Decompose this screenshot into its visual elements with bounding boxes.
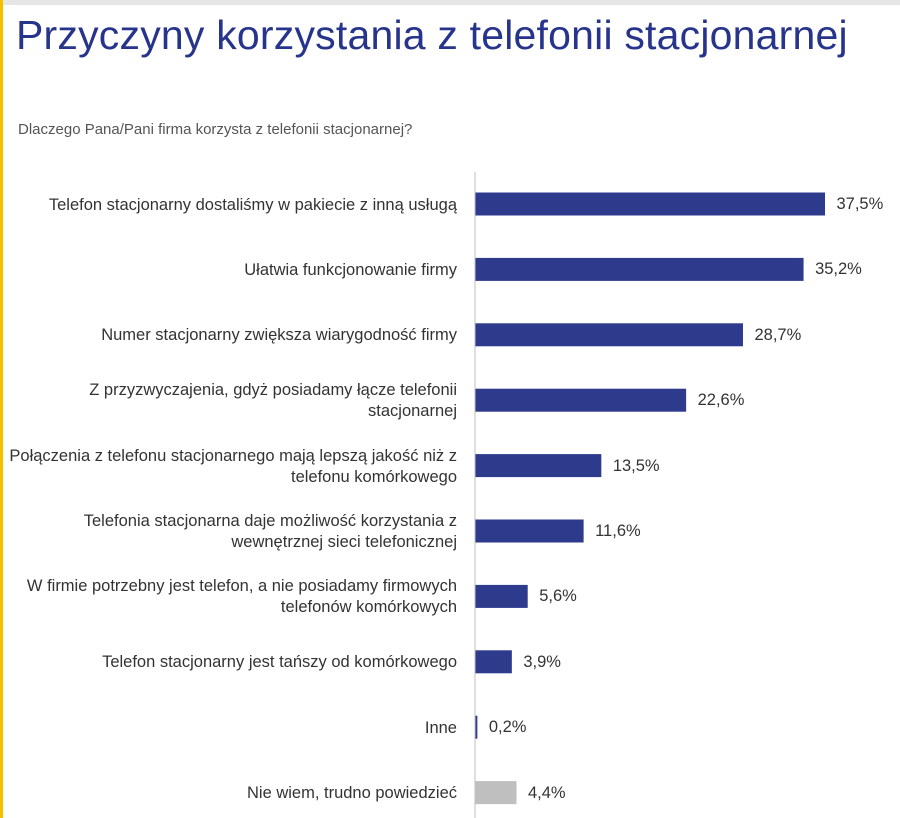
value-label: 35,2%	[815, 260, 862, 279]
left-accent-bar	[0, 0, 3, 818]
category-label: W firmie potrzebny jest telefon, a nie p…	[26, 577, 457, 617]
category-label: Z przyzwyczajenia, gdyż posiadamy łącze …	[89, 381, 457, 421]
value-label: 11,6%	[595, 522, 641, 540]
value-label: 37,5%	[836, 195, 884, 213]
value-label: 3,9%	[523, 652, 561, 671]
category-label: Połączenia z telefonu stacjonarnego mają…	[9, 446, 457, 486]
bar	[475, 192, 825, 216]
bar	[475, 388, 687, 412]
category-label: Inne	[424, 718, 457, 737]
category-label: Telefon stacjonarny dostaliśmy w pakieci…	[48, 195, 457, 214]
category-label: Telefon stacjonarny jest tańszy od komór…	[102, 653, 457, 672]
value-label: 22,6%	[697, 391, 745, 410]
value-label: 28,7%	[754, 325, 802, 344]
bar	[475, 715, 478, 739]
category-label: Numer stacjonarny zwiększa wiarygodność …	[101, 326, 457, 345]
bar	[475, 584, 528, 608]
value-label: 5,6%	[539, 587, 577, 606]
category-label: Nie wiem, trudno powiedzieć	[246, 784, 457, 803]
bar	[475, 650, 512, 674]
bar	[475, 781, 517, 805]
value-label: 13,5%	[612, 456, 660, 475]
bar	[475, 454, 602, 478]
chart-question: Dlaczego Pana/Pani firma korzysta z tele…	[18, 121, 413, 138]
category-label: Ułatwia funkcjonowanie firmy	[244, 260, 457, 279]
value-label: 0,2%	[488, 718, 527, 737]
top-strip	[0, 0, 900, 5]
page-title: Przyczyny korzystania z telefonii stacjo…	[16, 12, 848, 58]
bar	[475, 323, 743, 347]
bar	[475, 519, 584, 543]
bar	[475, 257, 804, 281]
value-label: 4,4%	[528, 783, 566, 802]
category-label: Telefonia stacjonarna daje możliwość kor…	[83, 512, 457, 551]
